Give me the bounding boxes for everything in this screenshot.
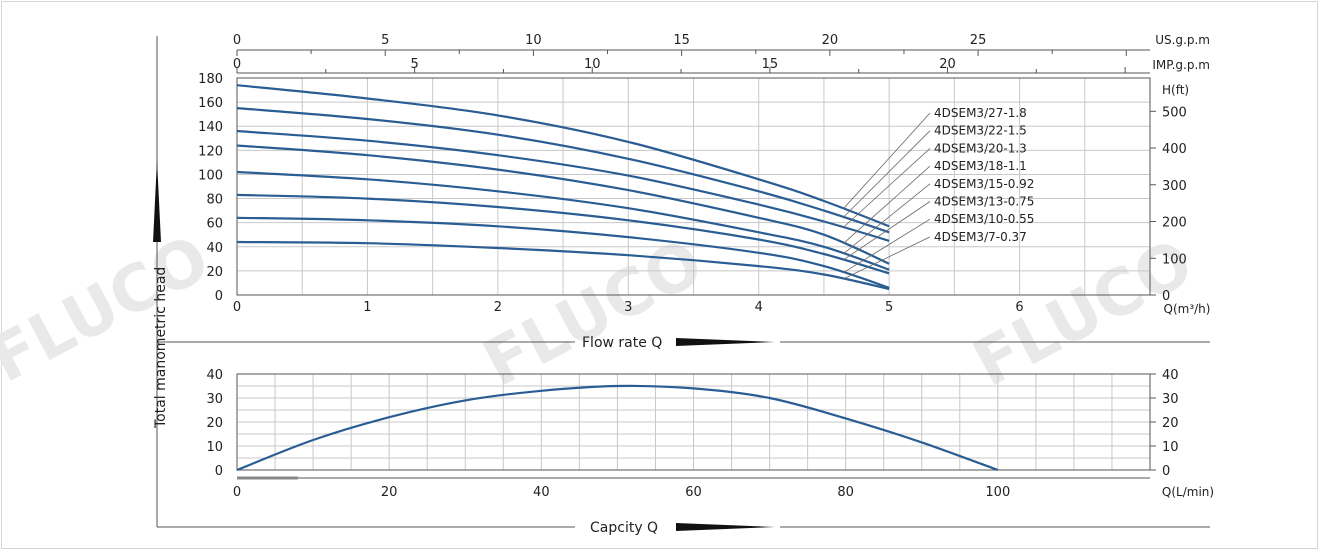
- model-label: 4DSEM3/13-0.75: [934, 195, 1034, 209]
- flow-rate-arrow: [676, 338, 775, 346]
- x-tick-label: 80: [837, 485, 854, 500]
- model-leader-line: [843, 183, 931, 254]
- y-tick-label: 20: [206, 265, 223, 280]
- y-tick-label: 30: [206, 392, 223, 407]
- y-tick-label: 140: [198, 120, 223, 135]
- x-tick-label: 100: [985, 485, 1010, 500]
- flow-rate-caption: Flow rate Q: [582, 335, 662, 351]
- y-tick-label: 0: [215, 289, 223, 304]
- x-axis-unit-label: Q(L/min): [1162, 485, 1214, 499]
- y-tick-label: 100: [198, 168, 223, 183]
- us-gpm-tick-label: 0: [233, 33, 241, 48]
- right-tick-label: 400: [1162, 142, 1187, 157]
- us-gpm-tick-label: 25: [970, 33, 987, 48]
- right-tick-label: 0: [1162, 289, 1170, 304]
- right-tick-label: 20: [1162, 416, 1179, 431]
- y-tick-label: 160: [198, 96, 223, 111]
- model-label: 4DSEM3/15-0.92: [934, 177, 1034, 191]
- x-tick-label: 0: [233, 485, 241, 500]
- model-label: 4DSEM3/27-1.8: [934, 106, 1027, 120]
- x-tick-label: 4: [755, 300, 763, 315]
- right-tick-label: 300: [1162, 179, 1187, 194]
- watermark-group: FLUCO FLUCO FLUCO: [0, 222, 1205, 402]
- model-leader-line: [843, 148, 931, 228]
- right-tick-label: 40: [1162, 368, 1179, 383]
- x-tick-label: 0: [233, 300, 241, 315]
- model-leader-line: [843, 201, 931, 261]
- model-label: 4DSEM3/22-1.5: [934, 124, 1027, 138]
- model-label: 4DSEM3/10-0.55: [934, 212, 1034, 226]
- right-tick-label: 100: [1162, 252, 1187, 267]
- x-axis-unit-label: Q(m³/h): [1164, 302, 1211, 316]
- head-curve: [236, 170, 890, 271]
- efficiency-chart-axes: 0 10 20 30 40 0 10 20 30 40 0 20 40 60 80 100 Q(L/min): [206, 368, 1214, 500]
- x-tick-label: 1: [363, 300, 371, 315]
- model-label: 4DSEM3/7-0.37: [934, 230, 1027, 244]
- watermark-left: FLUCO: [0, 222, 221, 398]
- y-tick-label: 20: [206, 416, 223, 431]
- head-curve: [236, 107, 890, 234]
- model-label: 4DSEM3/20-1.3: [934, 141, 1027, 155]
- us-gpm-unit-label: US.g.p.m: [1155, 33, 1210, 47]
- x-tick-label: 2: [494, 300, 502, 315]
- right-tick-label: 30: [1162, 392, 1179, 407]
- efficiency-curve: [236, 384, 999, 472]
- right-axis-unit-label: H(ft): [1162, 83, 1189, 97]
- us-gpm-tick-label: 20: [822, 33, 839, 48]
- x-tick-label: 6: [1015, 300, 1023, 315]
- imp-gpm-unit-label: IMP.g.p.m: [1152, 58, 1210, 72]
- y-tick-label: 40: [206, 241, 223, 256]
- y-tick-label: 120: [198, 144, 223, 159]
- model-leader-line: [843, 112, 931, 209]
- efficiency-chart-curve: [236, 384, 999, 472]
- imp-gpm-tick-label: 10: [584, 57, 601, 72]
- imp-gpm-tick-label: 5: [410, 57, 418, 72]
- x-tick-label: 60: [685, 485, 702, 500]
- x-tick-label: 3: [624, 300, 632, 315]
- head-curve: [236, 84, 890, 228]
- capacity-arrow: [676, 523, 775, 531]
- us-gpm-tick-label: 5: [381, 33, 389, 48]
- model-leader-line: [843, 130, 931, 218]
- y-tick-label: 10: [206, 440, 223, 455]
- y-tick-label: 180: [198, 72, 223, 87]
- right-tick-label: 200: [1162, 216, 1187, 231]
- x-tick-label: 40: [533, 485, 550, 500]
- model-leader-line: [843, 236, 931, 280]
- capacity-caption: Capcity Q: [590, 520, 658, 536]
- vertical-caption: Total manometric head: [153, 267, 169, 429]
- head-curve: [236, 240, 890, 291]
- model-leader-line: [843, 218, 931, 273]
- y-tick-label: 80: [206, 193, 223, 208]
- imp-gpm-tick-label: 15: [762, 57, 779, 72]
- us-gpm-tick-label: 15: [673, 33, 690, 48]
- vertical-arrow: [153, 160, 161, 242]
- y-tick-label: 60: [206, 217, 223, 232]
- imp-gpm-tick-label: 20: [939, 57, 956, 72]
- right-tick-label: 10: [1162, 440, 1179, 455]
- x-tick-label: 20: [381, 485, 398, 500]
- y-tick-label: 0: [215, 464, 223, 479]
- head-curve: [236, 216, 890, 289]
- head-chart-curves: [236, 84, 890, 291]
- head-chart-model-labels: 4DSEM3/27-1.8 4DSEM3/22-1.5 4DSEM3/20-1.3 4…: [843, 106, 1034, 280]
- us-gpm-tick-label: 10: [525, 33, 542, 48]
- head-curve: [236, 144, 890, 265]
- imp-gpm-tick-label: 0: [233, 57, 241, 72]
- right-tick-label: 0: [1162, 464, 1170, 479]
- head-curve: [236, 129, 890, 242]
- x-tick-label: 5: [885, 300, 893, 315]
- right-tick-label: 500: [1162, 105, 1187, 120]
- y-tick-label: 40: [206, 368, 223, 383]
- head-curve: [236, 193, 890, 275]
- model-label: 4DSEM3/18-1.1: [934, 159, 1027, 173]
- model-leader-line: [843, 165, 931, 244]
